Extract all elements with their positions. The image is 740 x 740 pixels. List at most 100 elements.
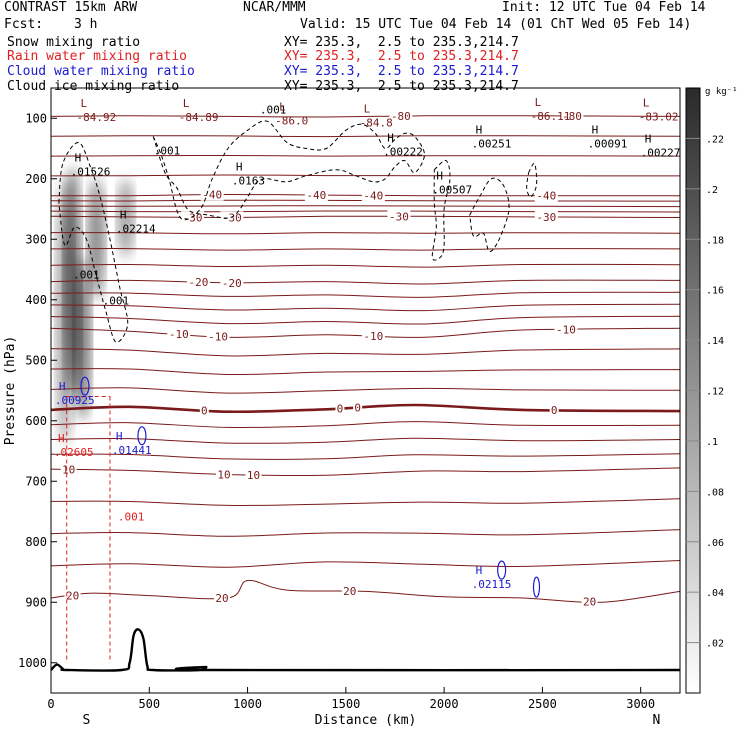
cloud-water-label: .02115 xyxy=(472,578,512,591)
colorbar-tick-label: .2 xyxy=(706,185,718,196)
colorbar-tick-label: .1 xyxy=(706,437,718,448)
isotherm-label-bg xyxy=(353,401,363,414)
isotherm-line-minor xyxy=(50,453,681,460)
colorbar-tick-label: .18 xyxy=(706,235,724,246)
isotherm-label: 0 xyxy=(551,404,558,417)
isotherm-label: -30 xyxy=(536,211,556,224)
fcst-value: 3 h xyxy=(74,17,98,32)
cloud-ice-contours: .001.001.001.001 xyxy=(58,103,538,343)
isotherm-line-minor xyxy=(50,387,681,394)
isotherm-label: 20 xyxy=(215,592,228,605)
low-marker: L xyxy=(279,101,286,114)
isotherm-label: -30 xyxy=(183,211,203,224)
isotherm-label-bg xyxy=(199,404,209,417)
field-name-snow: Snow mixing ratio xyxy=(7,35,141,50)
high-marker: H xyxy=(236,161,243,174)
isotherm-line-minor xyxy=(50,291,681,298)
field-name-rain: Rain water mixing ratio xyxy=(7,49,188,64)
y-tick-label: 100 xyxy=(25,111,47,125)
y-tick-label: 800 xyxy=(25,535,47,549)
isotherm-label: 20 xyxy=(583,596,596,609)
valid-time: Valid: 15 UTC Tue 04 Feb 14 (01 ChT Wed … xyxy=(300,17,692,32)
isotherm-line-minor xyxy=(50,135,681,138)
y-tick-label: 300 xyxy=(25,232,47,246)
terrain-line xyxy=(50,628,681,672)
cloud-water-contour xyxy=(80,376,90,396)
isotherm-line xyxy=(50,467,681,476)
x-tick-label: 2500 xyxy=(528,697,557,711)
terrain-profile xyxy=(50,628,681,672)
colorbar: .02 .04 .06 .08 .1 .12 .14 .16 .18 .2 .22 g kg⁻¹ xyxy=(685,87,738,694)
model-title: CONTRAST 15km ARW xyxy=(4,0,138,15)
isotherm-line-minor xyxy=(50,210,681,213)
cloud-ice-contour xyxy=(58,141,129,343)
isotherm-label-bg xyxy=(560,110,584,123)
y-tick-label: 500 xyxy=(25,353,47,367)
isotherm-label: -80 xyxy=(562,110,582,123)
isotherm-line-minor xyxy=(50,154,681,157)
isotherm-label-bg xyxy=(167,328,191,341)
isotherm-label-bg xyxy=(60,463,77,476)
isotherm-line-minor xyxy=(50,348,681,357)
high-marker: H xyxy=(645,133,652,146)
isotherm-line-minor xyxy=(50,560,681,568)
low-marker: L xyxy=(364,102,371,115)
isotherm-label: -10 xyxy=(208,331,228,344)
north-label: N xyxy=(652,713,660,728)
x-tick-label: 1500 xyxy=(331,697,360,711)
rain-label: .001 xyxy=(118,510,145,523)
field-xy-cloud-water: XY= 235.3, 2.5 to 235.3,214.7 xyxy=(284,64,519,79)
isotherm-label-bg xyxy=(215,468,232,481)
isotherm-line xyxy=(50,403,681,414)
isotherm-label: -10 xyxy=(363,330,383,343)
y-tick-label: 900 xyxy=(25,595,47,609)
high-value-label: .02214 xyxy=(116,222,156,235)
isotherm-label: -40 xyxy=(536,190,556,203)
isotherm-line-minor xyxy=(50,315,681,325)
cloud-ice-label: .001 xyxy=(260,103,287,116)
colorbar-tick-label: .08 xyxy=(706,487,724,498)
isotherm-line-minor xyxy=(50,303,681,312)
isotherm-label-bg xyxy=(581,595,598,608)
high-marker: H xyxy=(592,124,599,137)
cloud-ice-label: .001 xyxy=(103,295,130,308)
high-value-label: .00507 xyxy=(432,184,472,197)
isotherm-label: -20 xyxy=(188,276,208,289)
field-xy-snow: XY= 235.3, 2.5 to 235.3,214.7 xyxy=(284,35,519,50)
isotherm-label-bg xyxy=(534,189,558,202)
cloud-water-contour xyxy=(532,576,541,598)
low-value-label: -84.92 xyxy=(77,111,117,124)
isotherm-lines: -80 -80-40 -40 -40 -40-30 -30 -30 -30-20 -20-10-… xyxy=(50,110,681,609)
cloud-water-contour xyxy=(137,426,147,446)
isotherm-label: -10 xyxy=(556,324,576,337)
snow-shading-column xyxy=(73,257,92,421)
isotherm-label-bg xyxy=(554,323,578,336)
isotherm-label: -40 xyxy=(306,189,326,202)
isotherm-label: 20 xyxy=(66,589,79,602)
south-label: S xyxy=(82,713,90,728)
low-value-label: -86.11 xyxy=(531,110,571,123)
low-marker: L xyxy=(81,97,88,110)
colorbar-tick-label: .22 xyxy=(706,134,724,145)
isotherm-label-bg xyxy=(389,110,413,123)
y-axis-title: Pressure (hPa) xyxy=(3,336,18,446)
rain-label: .02605 xyxy=(54,446,94,459)
isotherm-line xyxy=(50,327,681,338)
fcst-label: Fcst: xyxy=(4,17,44,32)
cloud-ice-label: .001 xyxy=(73,269,100,282)
high-value-label: .01526 xyxy=(71,165,111,178)
isotherm-line-minor xyxy=(50,205,681,208)
isotherm-label: 10 xyxy=(217,468,230,481)
isotherm-line xyxy=(50,215,681,219)
cloud-ice-contour xyxy=(152,120,426,221)
isotherm-line-minor xyxy=(50,232,681,235)
high-marker: H xyxy=(476,124,483,137)
isotherm-label: -80 xyxy=(391,110,411,123)
high-value-label: .00251 xyxy=(472,138,512,151)
isotherm-line xyxy=(50,279,681,285)
high-value-label: .00222 xyxy=(383,146,423,159)
field-xy-cloud-ice: XY= 235.3, 2.5 to 235.3,214.7 xyxy=(284,79,519,94)
isotherm-label: -10 xyxy=(169,328,189,341)
